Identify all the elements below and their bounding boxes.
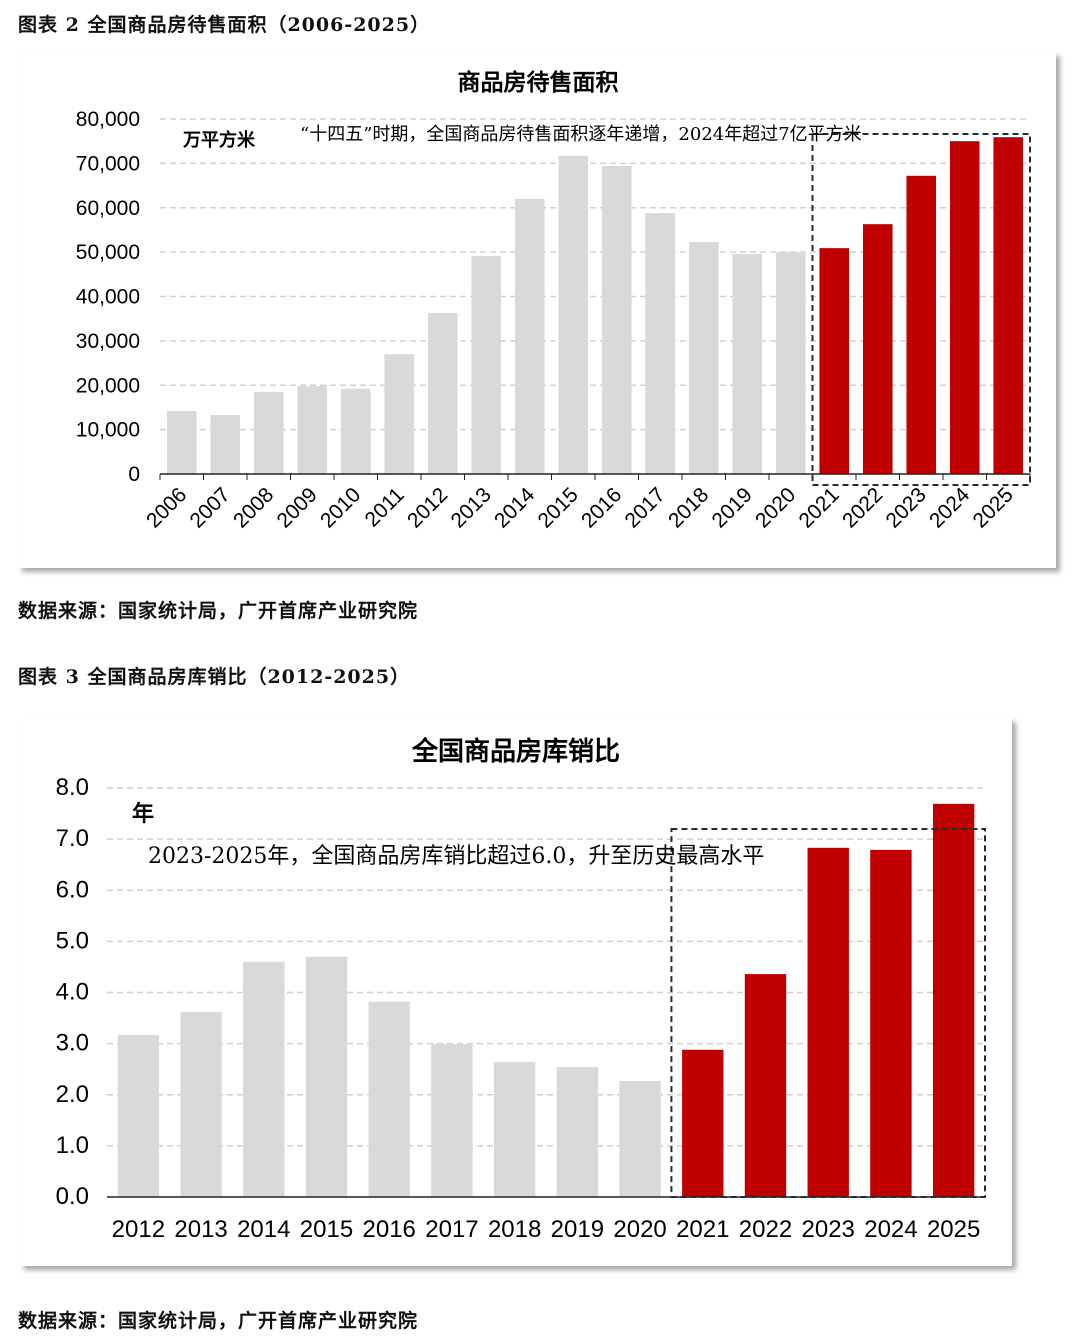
bar-2024 xyxy=(949,141,980,474)
unit-label: 万平方米 xyxy=(182,129,256,151)
bar-2018 xyxy=(493,1062,536,1197)
bar-2013 xyxy=(471,256,502,474)
highlight-box xyxy=(811,133,1031,486)
bar-2018 xyxy=(688,241,719,474)
bar-2010 xyxy=(340,388,371,474)
x-tick-label: 2017 xyxy=(425,1216,478,1243)
bar-2025 xyxy=(932,803,975,1197)
annotation-text: “十四五”时期，全国商品房待售面积逐年递增，2024年超过7亿平方米 xyxy=(300,124,862,145)
y-tick-label: 4.0 xyxy=(56,979,89,1006)
bar-2008 xyxy=(253,391,284,474)
bar-2007 xyxy=(210,414,241,474)
bar-2006 xyxy=(166,410,197,474)
x-tick-label: 2025 xyxy=(927,1216,980,1243)
chart-inventory-area: 商品房待售面积 0 10,000 20,000 30,000 40,000 50,000 60… xyxy=(76,69,1031,533)
figure-3-source: 数据来源：国家统计局，广开首席产业研究院 xyxy=(18,1310,419,1332)
bar-2020 xyxy=(619,1080,661,1197)
y-tick-label: 1.0 xyxy=(56,1132,89,1159)
annotation-text: 2023-2025年，全国商品房库销比超过6.0，升至历史最高水平 xyxy=(148,844,764,869)
x-tick-label: 2019 xyxy=(551,1216,604,1243)
x-tick-label: 2022 xyxy=(739,1216,792,1243)
y-tick-label: 6.0 xyxy=(56,876,89,903)
y-tick-label: 2.0 xyxy=(56,1081,89,1108)
y-tick-label: 0 xyxy=(128,463,140,486)
bar-2024 xyxy=(870,849,912,1197)
y-tick-label: 60,000 xyxy=(76,197,140,220)
bar-2017 xyxy=(431,1044,473,1197)
chart-title: 全国商品房库销比 xyxy=(411,736,620,767)
bar-2014 xyxy=(514,198,545,474)
figure-2-source: 数据来源：国家统计局，广开首席产业研究院 xyxy=(18,600,419,622)
x-tick-label: 2016 xyxy=(363,1216,416,1243)
y-tick-label: 3.0 xyxy=(56,1030,89,1057)
bar-2025 xyxy=(993,137,1024,474)
bar-2014 xyxy=(243,961,285,1197)
y-tick-label: 50,000 xyxy=(76,241,140,264)
bar-2015 xyxy=(305,956,348,1197)
y-tick-label: 7.0 xyxy=(56,825,89,852)
x-tick-label: 2024 xyxy=(864,1216,917,1243)
bar-2013 xyxy=(180,1011,222,1197)
bar-2016 xyxy=(368,1001,410,1197)
bar-2022 xyxy=(862,224,893,474)
y-tick-label: 20,000 xyxy=(76,374,140,397)
x-tick-label: 2014 xyxy=(237,1216,290,1243)
y-tick-label: 70,000 xyxy=(76,152,140,175)
bar-2017 xyxy=(645,213,676,474)
y-tick-label: 0.0 xyxy=(56,1183,89,1210)
bar-2012 xyxy=(117,1034,160,1197)
unit-label: 年 xyxy=(132,801,154,827)
x-tick-label: 2015 xyxy=(300,1216,353,1243)
y-tick-label: 40,000 xyxy=(76,286,140,309)
bar-2019 xyxy=(556,1067,599,1197)
bar-2016 xyxy=(601,166,632,474)
x-tick-label: 2012 xyxy=(112,1216,165,1243)
bar-2021 xyxy=(819,248,850,474)
figure-2-caption: 图表 2 全国商品房待售面积（2006-2025） xyxy=(18,14,431,36)
y-tick-label: 8.0 xyxy=(56,774,89,801)
y-tick-label: 10,000 xyxy=(76,419,140,442)
x-tick-label: 2018 xyxy=(488,1216,541,1243)
chart-title: 商品房待售面积 xyxy=(458,69,619,96)
x-tick-label: 2023 xyxy=(802,1216,855,1243)
bar-2012 xyxy=(427,312,458,474)
bar-2021 xyxy=(682,1049,724,1197)
bar-2023 xyxy=(906,175,937,475)
bar-2023 xyxy=(807,847,849,1197)
x-tick-label: 2020 xyxy=(613,1216,666,1243)
y-tick-label: 5.0 xyxy=(56,927,89,954)
bar-2020 xyxy=(775,252,806,474)
x-tick-label: 2021 xyxy=(676,1216,729,1243)
x-tick-label: 2013 xyxy=(174,1216,227,1243)
y-tick-label: 30,000 xyxy=(76,330,140,353)
bar-2015 xyxy=(558,155,589,475)
bar-2009 xyxy=(297,386,328,474)
bar-2019 xyxy=(732,253,763,474)
y-tick-label: 80,000 xyxy=(76,108,140,131)
bar-2011 xyxy=(384,354,415,474)
bar-2022 xyxy=(744,974,787,1197)
figure-3-caption: 图表 3 全国商品房库销比（2012-2025） xyxy=(18,666,411,688)
